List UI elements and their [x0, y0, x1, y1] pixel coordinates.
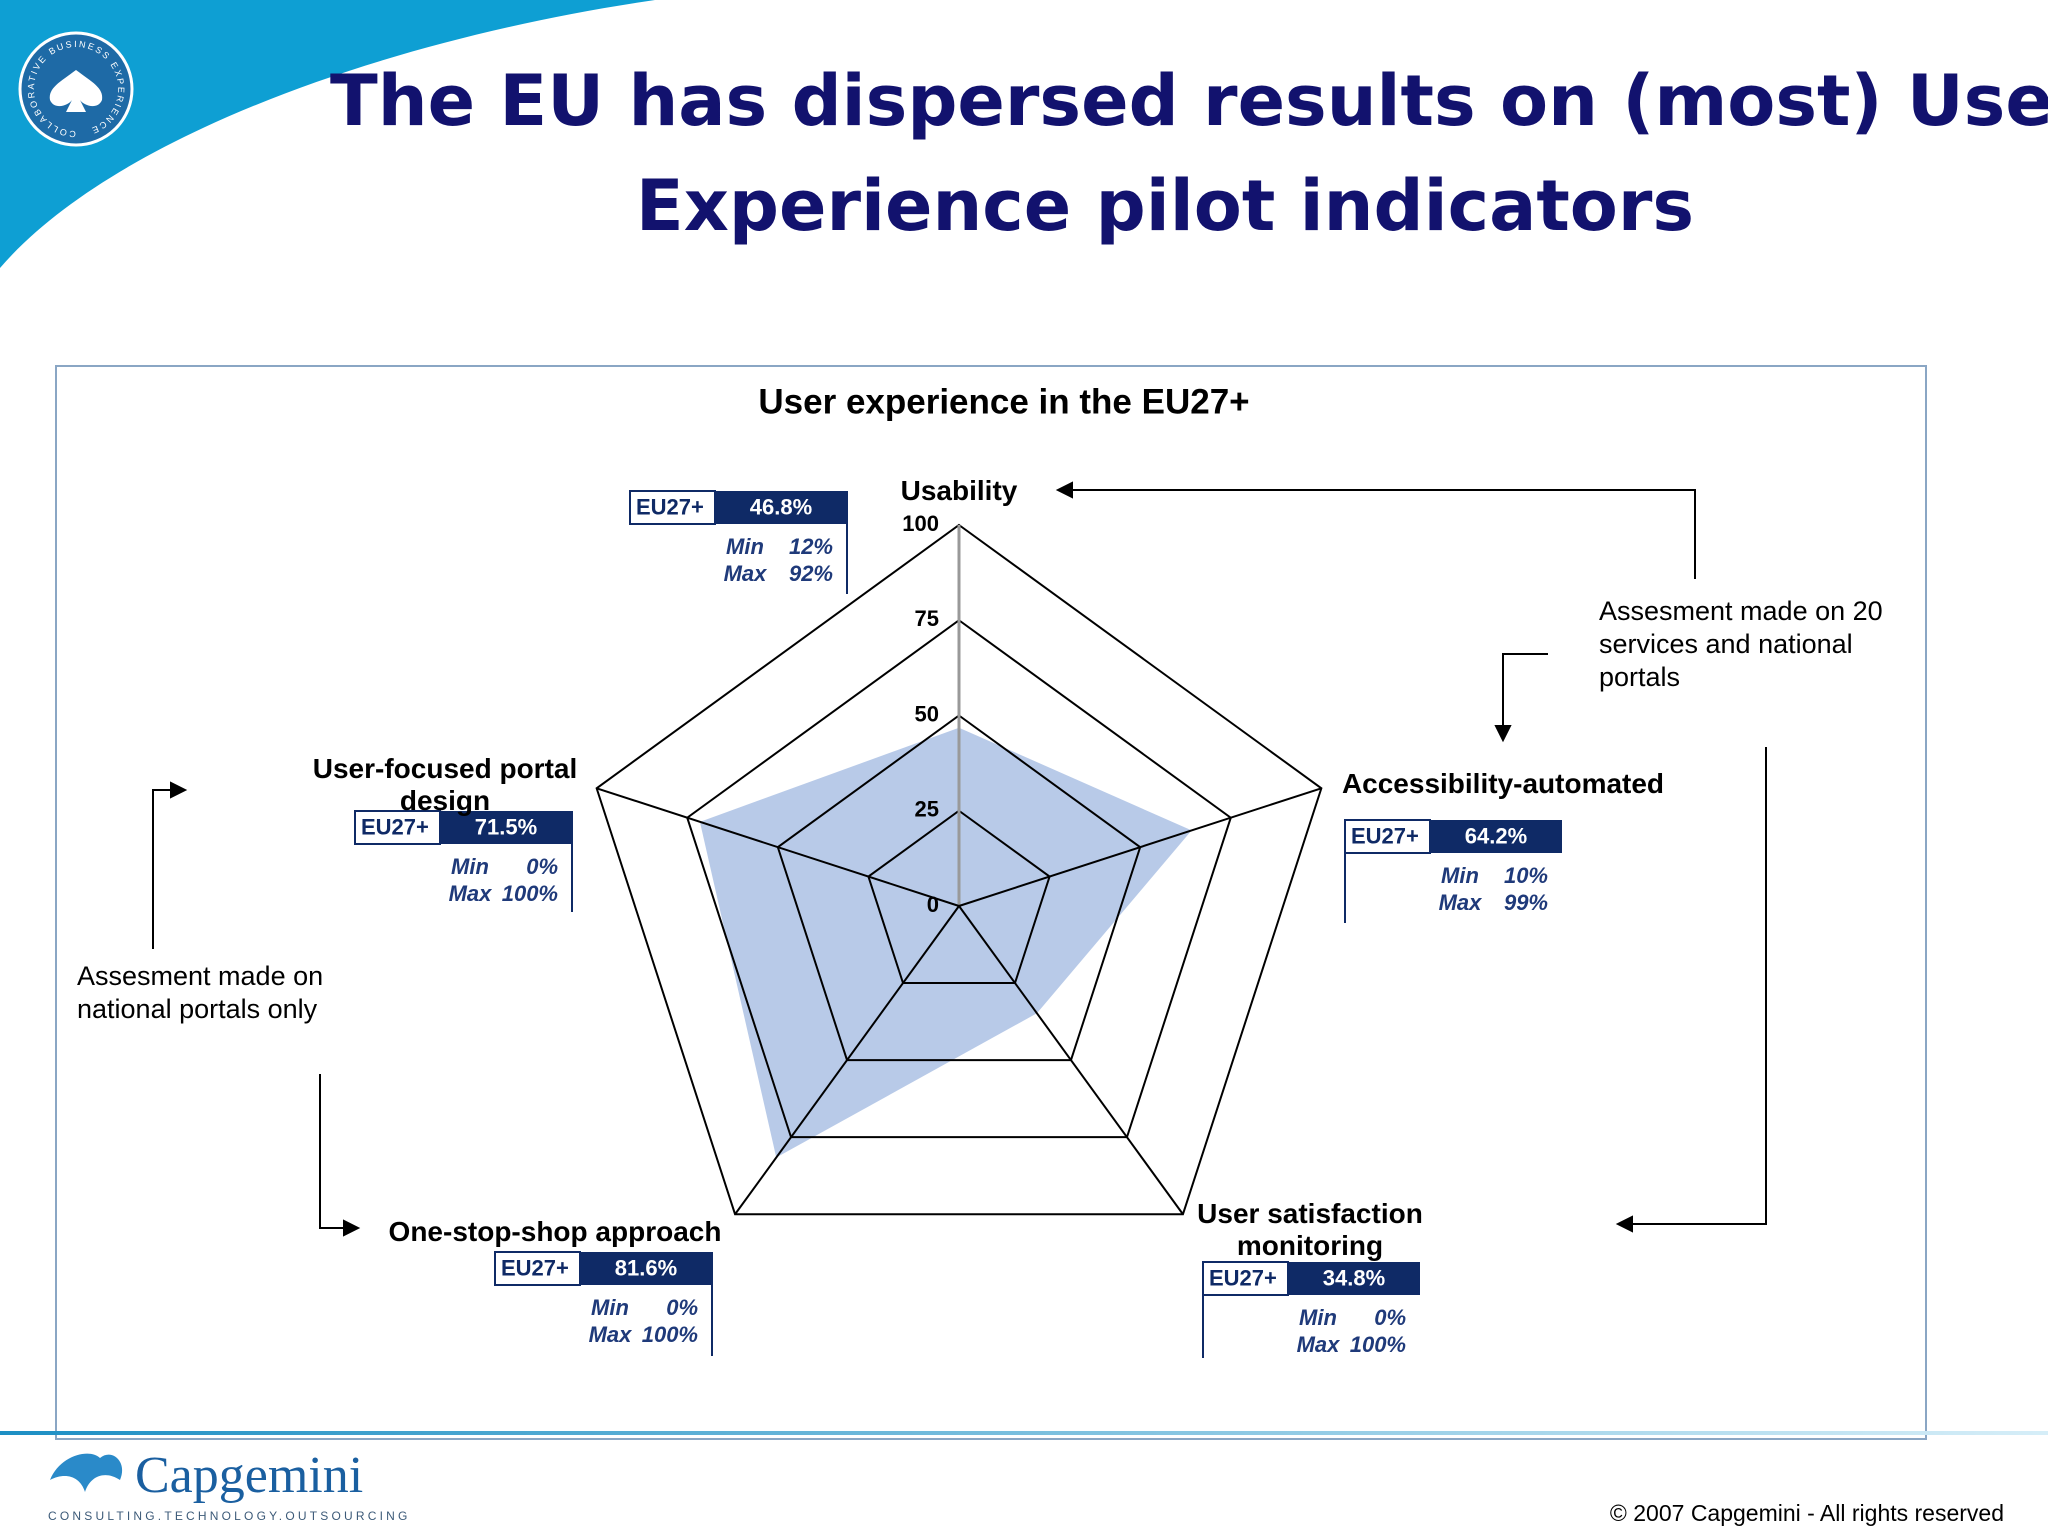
min-value: 0% — [1374, 1305, 1406, 1330]
callout-value: 81.6% — [615, 1255, 677, 1280]
axis-line — [958, 905, 1184, 1215]
category-label: One-stop-shop approach — [388, 1216, 722, 1247]
callout: EU27+ 46.8% Min 12% Max 92% — [629, 490, 848, 594]
annotation: Assesment made on 20 services and nation… — [1599, 596, 1883, 692]
callout: EU27+ 81.6% Min 0% Max 100% — [494, 1251, 713, 1356]
grid-ring — [595, 523, 1323, 1216]
callout-series: EU27+ — [1209, 1265, 1277, 1290]
grid-ring — [867, 809, 1051, 985]
axis-line — [734, 905, 960, 1215]
callout-value: 64.2% — [1465, 823, 1527, 848]
callout: EU27+ 34.8% Min 0% Max 100% — [1202, 1261, 1420, 1358]
r-tick-label: 75 — [915, 606, 939, 631]
footer-line — [0, 1431, 2048, 1435]
callout-label-box — [629, 490, 716, 525]
logo-icon — [50, 1453, 123, 1492]
callout-series: EU27+ — [361, 814, 429, 839]
min-value: 12% — [789, 534, 833, 559]
chart-title: User experience in the EU27+ — [758, 382, 1249, 421]
min-label: Min — [726, 534, 764, 559]
max-value: 99% — [1504, 890, 1548, 915]
r-tick-label: 50 — [915, 701, 939, 726]
max-label: Max — [589, 1322, 633, 1347]
callout-label-box — [354, 810, 441, 845]
badge-icon — [49, 70, 103, 112]
swoosh — [0, 0, 655, 268]
min-label: Min — [591, 1295, 629, 1320]
axis-line — [958, 787, 1322, 907]
min-label: Min — [1441, 863, 1479, 888]
slide-title: The EU has dispersed results on (most) U… — [330, 60, 2048, 142]
min-label: Min — [451, 854, 489, 879]
r-tick-label: 100 — [902, 511, 939, 536]
max-value: 92% — [789, 561, 833, 586]
category-label: Usability — [900, 475, 1018, 506]
callout-value: 71.5% — [475, 814, 537, 839]
callout-series: EU27+ — [1351, 823, 1419, 848]
arrows — [152, 481, 1767, 1237]
grid-ring — [776, 714, 1142, 1062]
max-value: 100% — [1350, 1332, 1406, 1357]
callout-value-box — [1288, 1262, 1420, 1295]
max-label: Max — [1297, 1332, 1341, 1357]
callout: EU27+ 64.2% Min 10% Max 99% — [1344, 819, 1562, 923]
callout: EU27+ 71.5% Min 0% Max 100% — [354, 810, 573, 912]
max-label: Max — [1439, 890, 1483, 915]
slide-title: Experience pilot indicators — [635, 165, 1695, 247]
callout-label-box — [494, 1251, 581, 1286]
callout-value: 46.8% — [750, 494, 812, 519]
category-label: User satisfaction monitoring — [1197, 1198, 1423, 1261]
grid-ring — [686, 619, 1232, 1139]
min-value: 10% — [1504, 863, 1548, 888]
chart-frame — [55, 365, 1927, 1440]
min-label: Min — [1299, 1305, 1337, 1330]
max-value: 100% — [502, 881, 558, 906]
category-label: User-focused portal design — [312, 753, 578, 816]
max-value: 100% — [642, 1322, 698, 1347]
annotation: Assesment made on national portals only — [77, 961, 324, 1024]
callout-label-box — [1344, 819, 1431, 854]
callout-value-box — [580, 1252, 712, 1285]
copyright: © 2007 Capgemini - All rights reserved — [1609, 1500, 2004, 1526]
callout-series: EU27+ — [636, 494, 704, 519]
callout-value-box — [440, 811, 572, 844]
logo-text: Capgemini — [135, 1447, 363, 1504]
callout-value-box — [1430, 820, 1562, 853]
max-label: Max — [724, 561, 768, 586]
r-tick-label: 25 — [915, 797, 939, 822]
callout-value-box — [715, 491, 847, 524]
min-value: 0% — [666, 1295, 698, 1320]
callout-series: EU27+ — [501, 1255, 569, 1280]
callout-value: 34.8% — [1323, 1265, 1385, 1290]
radar-area — [699, 727, 1192, 1158]
max-label: Max — [449, 881, 493, 906]
axis-line — [596, 787, 960, 907]
category-label: Accessibility-automated — [1341, 768, 1665, 799]
min-value: 0% — [526, 854, 558, 879]
logo-tagline: CONSULTING.TECHNOLOGY.OUTSOURCING — [48, 1509, 411, 1523]
